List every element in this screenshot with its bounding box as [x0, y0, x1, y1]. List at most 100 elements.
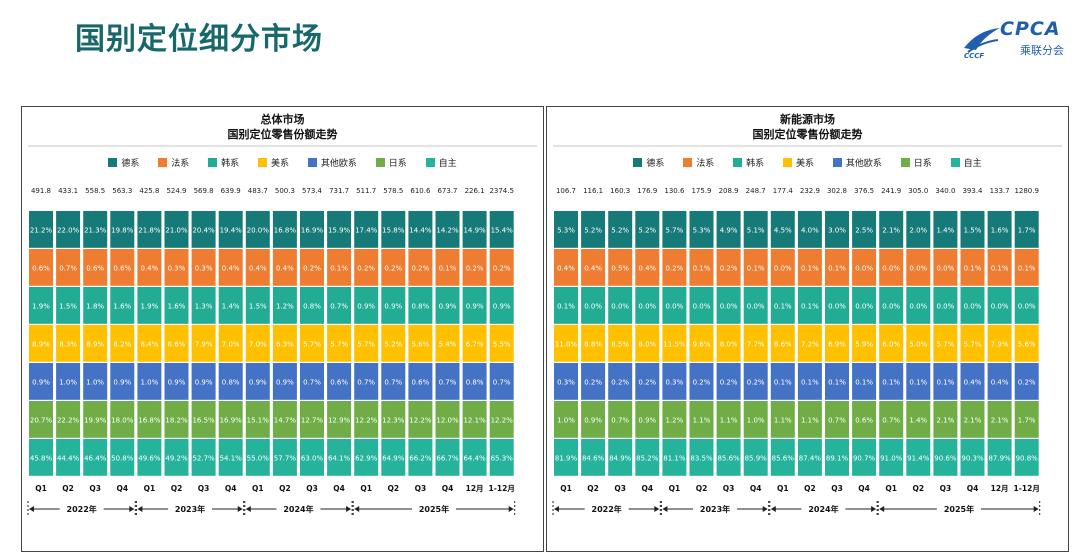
bar-segment-other-european: [852, 363, 877, 400]
bar-segment-domestic: [879, 439, 904, 476]
bar-segment-german: [354, 211, 379, 248]
bar-segment-german: [300, 211, 324, 248]
data-label-american: 7.9%: [991, 341, 1009, 349]
data-label-korean: 0.0%: [666, 303, 684, 311]
data-label-american: 6.9%: [828, 341, 846, 349]
bar-segment-other-european: [435, 363, 460, 400]
total-label: 133.7: [990, 187, 1010, 195]
bar-segment-french: [716, 249, 741, 286]
bar-segment-french: [933, 249, 958, 286]
data-label-japanese: 12.2%: [355, 417, 378, 425]
bar-segment-japanese: [987, 401, 1012, 438]
bar-segment-german: [879, 211, 904, 248]
bar-segment-domestic: [137, 439, 162, 476]
bar-segment-french: [662, 249, 687, 286]
data-label-other-european: 0.9%: [276, 379, 294, 387]
bar-segment-japanese: [29, 401, 53, 438]
legend-item-korean: 韩系: [208, 156, 239, 169]
bar-segment-american: [689, 325, 714, 362]
bar-segment-korean: [408, 287, 433, 324]
legend-item-domestic: 自主: [950, 156, 982, 169]
bar-segment-other-european: [489, 363, 514, 400]
total-label: 500.3: [275, 187, 295, 195]
bar-segment-domestic: [29, 439, 53, 476]
arrow-right-icon: [237, 506, 243, 512]
data-label-japanese: 2.1%: [964, 417, 982, 425]
data-label-japanese: 12.3%: [382, 417, 405, 425]
data-label-german: 20.4%: [192, 227, 215, 235]
data-label-japanese: 12.7%: [301, 417, 324, 425]
total-label: 106.7: [556, 187, 576, 195]
bar-segment-german: [743, 211, 768, 248]
bar-segment-japanese: [56, 401, 81, 438]
bar-segment-french: [245, 249, 270, 286]
bar-segment-japanese: [435, 401, 460, 438]
category-label: Q4: [641, 484, 653, 493]
data-label-german: 5.2%: [611, 227, 629, 235]
total-label: 425.8: [139, 187, 159, 195]
category-label: Q4: [442, 484, 454, 493]
data-label-american: 7.7%: [747, 341, 765, 349]
data-label-other-european: 0.2%: [611, 379, 629, 387]
year-label: 2024年: [283, 504, 313, 514]
data-label-french: 0.4%: [584, 265, 602, 273]
total-label: 563.3: [112, 187, 132, 195]
data-label-korean: 1.6%: [168, 303, 186, 311]
data-label-japanese: 12.9%: [328, 417, 351, 425]
data-label-japanese: 12.1%: [463, 417, 486, 425]
data-label-american: 8.9%: [32, 341, 50, 349]
data-label-german: 2.5%: [855, 227, 873, 235]
total-label: 558.5: [85, 187, 105, 195]
data-label-other-european: 0.2%: [638, 379, 656, 387]
bar-segment-german: [960, 211, 985, 248]
data-label-german: 17.4%: [355, 227, 378, 235]
total-label: 673.7: [437, 187, 457, 195]
bar-segment-domestic: [327, 439, 352, 476]
chart-title: 总体市场: [260, 113, 305, 126]
nev-market-panel: 新能源市场 国别定位零售份额走势 德系 法系 韩系 美系 其他欧系 日系 自主 …: [546, 106, 1069, 552]
data-label-french: 0.1%: [801, 265, 819, 273]
bar-segment-other-european: [408, 363, 433, 400]
bar-segment-french: [408, 249, 433, 286]
data-label-japanese: 1.7%: [1018, 417, 1036, 425]
category-label: Q3: [940, 484, 952, 493]
chart-subtitle: 国别定位零售份额走势: [752, 128, 863, 141]
bar-segment-french: [327, 249, 352, 286]
bar-segment-other-european: [272, 363, 297, 400]
year-label: 2024年: [808, 504, 838, 514]
page-header: 国别定位细分市场 CPCA 乘联分会 CCCF: [0, 0, 1080, 80]
legend-item-domestic: 自主: [425, 156, 457, 169]
data-label-domestic: 50.8%: [111, 455, 134, 463]
arrow-right-icon: [1033, 506, 1039, 512]
bar-segment-french: [354, 249, 379, 286]
data-label-other-european: 0.9%: [32, 379, 50, 387]
bar-segment-american: [137, 325, 162, 362]
bar-segment-korean: [245, 287, 270, 324]
category-label: 1-12月: [489, 484, 515, 493]
data-label-american: 8.0%: [720, 341, 738, 349]
bar-segment-french: [489, 249, 514, 286]
data-label-other-european: 0.9%: [249, 379, 267, 387]
category-label: Q4: [333, 484, 345, 493]
category-label: Q2: [912, 484, 924, 493]
data-label-domestic: 90.6%: [934, 455, 957, 463]
data-label-domestic: 90.8%: [1016, 455, 1039, 463]
category-label: Q3: [614, 484, 626, 493]
bar-segment-other-european: [960, 363, 985, 400]
data-label-korean: 0.0%: [828, 303, 846, 311]
arrow-left-icon: [354, 506, 360, 512]
bar-segment-american: [164, 325, 189, 362]
bar-segment-domestic: [581, 439, 606, 476]
title-band: [553, 145, 1062, 147]
total-label: 248.7: [746, 187, 766, 195]
data-label-other-european: 0.6%: [330, 379, 348, 387]
data-label-korean: 0.0%: [991, 303, 1009, 311]
data-label-domestic: 45.8%: [30, 455, 53, 463]
data-label-american: 8.2%: [113, 341, 131, 349]
data-label-american: 9.6%: [693, 341, 711, 349]
bar-segment-japanese: [933, 401, 958, 438]
data-label-french: 0.0%: [909, 265, 927, 273]
data-label-other-european: 0.1%: [801, 379, 819, 387]
bar-segment-french: [300, 249, 324, 286]
bar-segment-german: [408, 211, 433, 248]
